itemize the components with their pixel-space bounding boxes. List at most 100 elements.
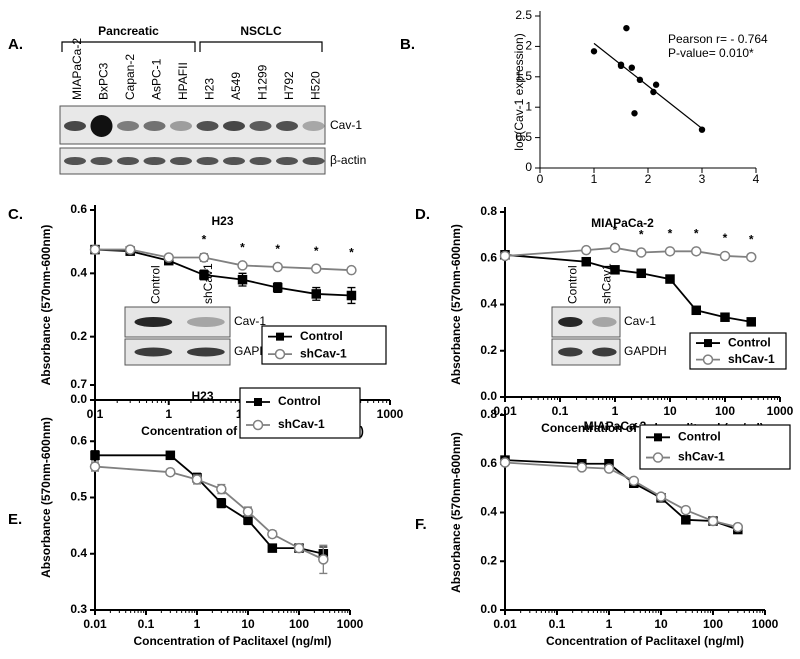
x-tick-label: 1: [591, 172, 598, 186]
band: [64, 157, 86, 165]
legend-box: [639, 424, 791, 470]
marker: [199, 270, 209, 280]
inset-lane-label: Control: [566, 265, 580, 304]
marker: [89, 244, 101, 255]
significance-mark: *: [202, 233, 207, 247]
significance-mark: *: [314, 244, 319, 258]
panel-label: F.: [415, 516, 427, 533]
x-tick-label: 1000: [377, 407, 404, 421]
trend-line: [593, 42, 703, 129]
legend-label: shCav-1: [300, 346, 347, 360]
inset-lane-label: shCav1: [600, 263, 614, 304]
significance-mark: *: [723, 231, 728, 245]
marker: [89, 461, 101, 472]
y-tick-label: 0.6: [70, 433, 87, 447]
significance-mark: *: [240, 241, 245, 255]
legend-label: shCav-1: [728, 352, 775, 366]
x-tick-label: 0: [537, 172, 544, 186]
inset-band: [592, 347, 617, 357]
marker: [242, 506, 254, 517]
y-tick-label: 0.6: [70, 202, 87, 216]
y-tick-label: 0.4: [480, 297, 497, 311]
y-tick-label: 0.2: [480, 343, 497, 357]
chart-title: H23: [211, 214, 233, 228]
inset-band: [558, 317, 583, 327]
point: [628, 64, 635, 71]
marker: [237, 260, 248, 271]
band: [170, 157, 192, 165]
y-axis-label: log(Cav-1 expression): [512, 33, 526, 150]
y-tick-label: 2.5: [515, 8, 532, 22]
y-tick-label: 0.6: [480, 456, 497, 470]
marker: [90, 450, 100, 461]
series-line: [95, 248, 352, 272]
marker: [581, 256, 591, 267]
y-tick-label: 0.2: [480, 553, 497, 567]
marker: [576, 462, 588, 473]
point: [652, 81, 660, 88]
x-axis-label: Concentration of Paclitaxel (ng/ml): [133, 634, 331, 648]
chart-title: MIAPaCa-2: [584, 419, 647, 433]
inset-strip: [551, 306, 621, 338]
annotation: P-value= 0.010*: [668, 46, 754, 60]
point: [617, 62, 625, 70]
series-line: [94, 248, 352, 297]
marker: [719, 250, 731, 262]
x-tick-label: 0.1: [549, 617, 566, 631]
inset-band: [134, 347, 173, 357]
marker: [720, 312, 730, 322]
chart-title: MIAPaCa-2: [591, 216, 654, 230]
legend-marker: [652, 452, 664, 463]
inset-lane-label: shCav1: [201, 263, 215, 304]
y-tick-label: 1: [525, 99, 532, 113]
y-tick-label: 0.8: [480, 204, 497, 218]
x-tick-label: 1: [165, 407, 172, 421]
legend-label: shCav-1: [678, 450, 725, 464]
marker: [732, 521, 744, 533]
inset-band: [186, 347, 225, 357]
x-tick-label: 1000: [337, 617, 364, 631]
band: [90, 157, 113, 165]
band: [143, 157, 166, 165]
legend-label: Control: [300, 329, 343, 343]
legend-marker: [252, 419, 264, 431]
x-tick-label: 0.01: [493, 617, 517, 631]
significance-mark: *: [639, 228, 644, 242]
band-label: β-actin: [330, 153, 366, 167]
y-tick-label: 0.8: [480, 407, 497, 421]
marker: [163, 252, 174, 263]
x-tick-label: 1: [194, 617, 201, 631]
lane-label: AsPC-1: [150, 58, 164, 100]
marker: [655, 491, 667, 502]
panel-label: B.: [400, 36, 415, 53]
marker: [165, 466, 176, 478]
lane-label: A549: [229, 72, 243, 100]
x-tick-label: 10: [663, 404, 677, 418]
x-tick-label: 2: [645, 172, 652, 186]
band: [196, 121, 219, 131]
marker: [609, 242, 621, 254]
marker: [272, 282, 283, 293]
marker: [610, 265, 620, 275]
y-tick-label: 0.7: [70, 377, 87, 391]
x-tick-label: 1: [612, 404, 619, 418]
marker: [346, 264, 357, 276]
panel-label: E.: [8, 511, 22, 528]
y-tick-label: 0.0: [480, 602, 497, 616]
marker: [681, 515, 691, 525]
lane-label: H520: [309, 71, 323, 100]
panel-label: A.: [8, 36, 23, 53]
x-tick-label: 3: [699, 172, 706, 186]
marker: [499, 457, 511, 468]
y-tick-label: 0.5: [515, 130, 532, 144]
marker: [690, 246, 702, 257]
group-label: NSCLC: [240, 24, 282, 38]
marker: [216, 498, 227, 508]
group-label: Pancreatic: [98, 24, 159, 38]
x-tick-label: 0.01: [83, 617, 107, 631]
legend-label: shCav-1: [278, 417, 325, 431]
series-line: [504, 253, 752, 323]
inset-band-label: GAPDH: [624, 344, 667, 358]
